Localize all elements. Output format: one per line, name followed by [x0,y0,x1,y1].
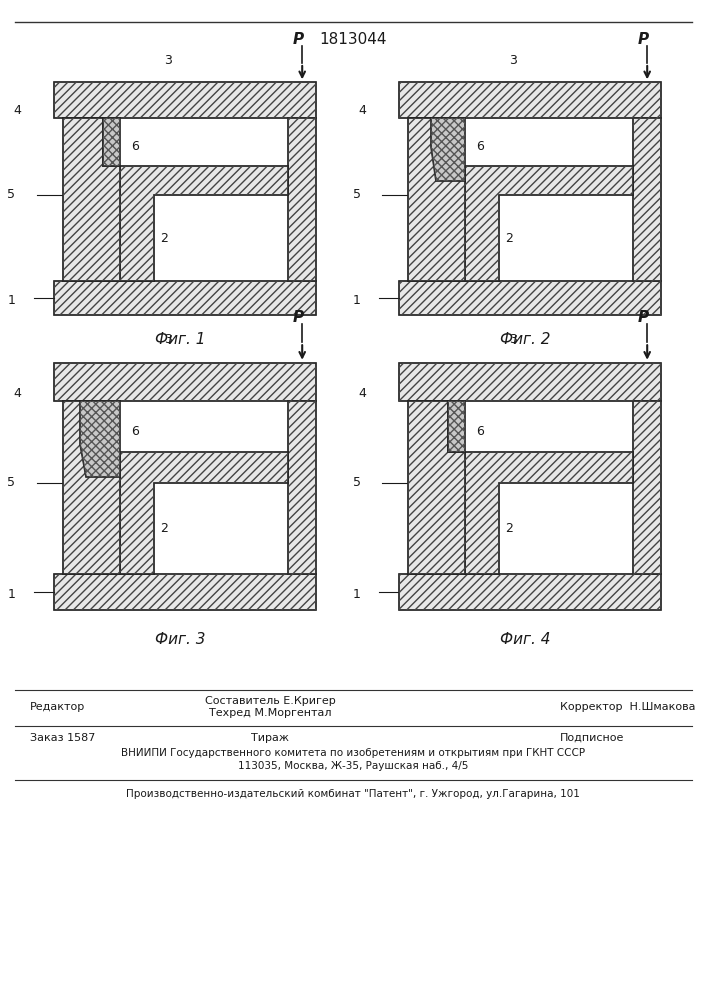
Text: Фиг. 2: Фиг. 2 [500,332,550,348]
Polygon shape [408,118,464,281]
Polygon shape [633,401,662,574]
Polygon shape [288,401,317,574]
Polygon shape [54,82,317,118]
Text: 4: 4 [13,104,21,117]
Text: 4: 4 [358,387,366,400]
Text: 3: 3 [509,333,518,346]
Text: 6: 6 [132,425,139,438]
Text: 6: 6 [132,140,139,153]
Text: P: P [292,310,303,325]
Text: Заказ 1587: Заказ 1587 [30,733,95,743]
Text: Фиг. 1: Фиг. 1 [155,332,205,348]
Polygon shape [54,574,317,610]
Text: Составитель Е.Кригер: Составитель Е.Кригер [204,696,335,706]
Polygon shape [448,401,464,452]
Polygon shape [399,574,662,610]
Polygon shape [399,363,662,401]
Text: 2: 2 [160,232,168,245]
Polygon shape [399,82,662,118]
Polygon shape [119,452,288,574]
Text: P: P [292,32,303,47]
Text: Редактор: Редактор [30,702,86,712]
Text: 5: 5 [353,188,361,202]
Text: 2: 2 [505,232,513,245]
Text: 5: 5 [8,476,16,489]
Text: 1: 1 [353,588,361,601]
Polygon shape [408,401,464,574]
Polygon shape [288,118,317,281]
Polygon shape [103,118,119,166]
Text: 1: 1 [353,294,361,307]
Text: Фиг. 3: Фиг. 3 [155,633,205,648]
Text: Корректор  Н.Шмакова: Корректор Н.Шмакова [560,702,696,712]
Text: 6: 6 [477,140,484,153]
Polygon shape [63,118,119,281]
Polygon shape [54,363,317,401]
Text: 2: 2 [160,522,168,535]
Text: 3: 3 [164,54,173,67]
Text: 6: 6 [477,425,484,438]
Polygon shape [119,166,288,281]
Text: 4: 4 [358,104,366,117]
Text: 113035, Москва, Ж-35, Раушская наб., 4/5: 113035, Москва, Ж-35, Раушская наб., 4/5 [238,761,468,771]
Text: 1813044: 1813044 [320,32,387,47]
Text: Техред М.Моргентал: Техред М.Моргентал [209,708,332,718]
Text: P: P [637,32,648,47]
Polygon shape [633,118,662,281]
Text: Подписное: Подписное [560,733,624,743]
Text: 5: 5 [8,188,16,202]
Text: 2: 2 [505,522,513,535]
Polygon shape [54,281,317,315]
Polygon shape [431,118,464,181]
Polygon shape [464,452,633,574]
Polygon shape [80,401,119,477]
Polygon shape [63,401,119,574]
Text: Тираж: Тираж [251,733,289,743]
Text: Фиг. 4: Фиг. 4 [500,633,550,648]
Text: Производственно-издательский комбинат "Патент", г. Ужгород, ул.Гагарина, 101: Производственно-издательский комбинат "П… [126,789,580,799]
Text: P: P [637,310,648,325]
Polygon shape [464,166,633,281]
Text: 5: 5 [353,476,361,489]
Text: ВНИИПИ Государственного комитета по изобретениям и открытиям при ГКНТ СССР: ВНИИПИ Государственного комитета по изоб… [121,748,585,758]
Text: 3: 3 [509,54,518,67]
Text: 1: 1 [8,588,16,601]
Text: 3: 3 [164,333,173,346]
Polygon shape [399,281,662,315]
Text: 4: 4 [13,387,21,400]
Text: 1: 1 [8,294,16,307]
